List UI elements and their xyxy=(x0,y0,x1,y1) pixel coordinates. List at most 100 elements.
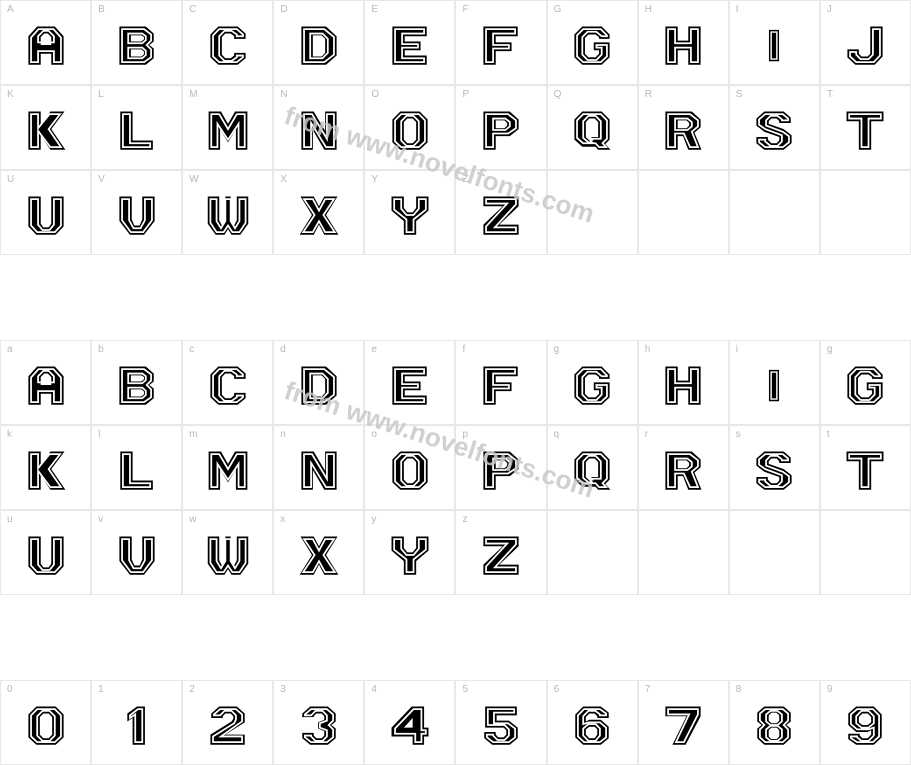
glyph-cell: u xyxy=(0,510,91,595)
glyph-m xyxy=(196,98,260,157)
glyph-cell-label: y xyxy=(371,514,376,525)
glyph-cell: N xyxy=(273,85,364,170)
glyph-cell: X xyxy=(273,170,364,255)
glyph-l xyxy=(109,438,165,497)
glyph-cell: r xyxy=(638,425,729,510)
glyph-u xyxy=(18,523,74,582)
glyph-w xyxy=(194,523,262,582)
glyph-v xyxy=(109,523,165,582)
glyph-cell: D xyxy=(273,0,364,85)
empty-cell xyxy=(729,510,820,595)
glyph-cell-label: 4 xyxy=(371,684,377,695)
glyph-cell: c xyxy=(182,340,273,425)
glyph-d xyxy=(291,13,347,72)
glyph-cell: 7 xyxy=(638,680,729,765)
glyph-h xyxy=(655,13,711,72)
glyph-cell: k xyxy=(0,425,91,510)
glyph-cell: i xyxy=(729,340,820,425)
glyph-d xyxy=(291,353,347,412)
glyph-r xyxy=(655,98,711,157)
glyph-a xyxy=(18,13,74,72)
empty-cell xyxy=(820,170,911,255)
glyph-0 xyxy=(18,693,74,752)
glyph-cell-label: u xyxy=(7,514,13,525)
spacer-row xyxy=(0,255,911,273)
glyph-cell: S xyxy=(729,85,820,170)
glyph-cell-label: 5 xyxy=(462,684,468,695)
glyph-s xyxy=(746,438,802,497)
glyph-cell: 9 xyxy=(820,680,911,765)
glyph-t xyxy=(837,98,893,157)
glyph-cell-label: X xyxy=(280,174,287,185)
glyph-cell: 3 xyxy=(273,680,364,765)
glyph-cell: Q xyxy=(547,85,638,170)
glyph-q xyxy=(564,438,620,497)
glyph-cell: Z xyxy=(455,170,546,255)
glyph-cell-label: S xyxy=(736,89,743,100)
glyph-cell-label: B xyxy=(98,4,105,15)
glyph-cell-label: x xyxy=(280,514,285,525)
glyph-cell: 8 xyxy=(729,680,820,765)
glyph-cell-label: H xyxy=(645,4,652,15)
glyph-cell-label: q xyxy=(554,429,560,440)
empty-cell xyxy=(638,170,729,255)
glyph-f xyxy=(473,353,529,412)
glyph-cell-label: g xyxy=(827,344,833,355)
glyph-cell-label: C xyxy=(189,4,196,15)
glyph-t xyxy=(837,438,893,497)
glyph-cell-label: g xyxy=(554,344,560,355)
glyph-2 xyxy=(200,693,256,752)
glyph-cell-label: o xyxy=(371,429,377,440)
glyph-cell-label: Q xyxy=(554,89,562,100)
empty-cell xyxy=(638,510,729,595)
glyph-cell: H xyxy=(638,0,729,85)
glyph-b xyxy=(109,353,165,412)
glyph-b xyxy=(109,13,165,72)
glyph-cell-label: E xyxy=(371,4,378,15)
font-charmap-grid: ABCDEFGHIJKLMNOPQRSTUVWXYZabcdefghigklmn… xyxy=(0,0,911,765)
glyph-cell-label: 2 xyxy=(189,684,195,695)
empty-cell xyxy=(820,510,911,595)
glyph-cell: T xyxy=(820,85,911,170)
glyph-g xyxy=(564,353,620,412)
glyph-cell: l xyxy=(91,425,182,510)
glyph-cell-label: 1 xyxy=(98,684,104,695)
glyph-cell: 4 xyxy=(364,680,455,765)
glyph-cell: s xyxy=(729,425,820,510)
glyph-cell: V xyxy=(91,170,182,255)
glyph-cell: 5 xyxy=(455,680,546,765)
glyph-cell-label: d xyxy=(280,344,286,355)
glyph-cell: M xyxy=(182,85,273,170)
glyph-cell-label: l xyxy=(98,429,100,440)
glyph-cell: 2 xyxy=(182,680,273,765)
glyph-g xyxy=(564,13,620,72)
glyph-cell-label: M xyxy=(189,89,197,100)
glyph-cell: K xyxy=(0,85,91,170)
glyph-i xyxy=(756,353,792,412)
glyph-cell-label: R xyxy=(645,89,652,100)
glyph-cell-label: m xyxy=(189,429,197,440)
glyph-cell: m xyxy=(182,425,273,510)
glyph-e xyxy=(382,353,438,412)
glyph-cell: O xyxy=(364,85,455,170)
glyph-cell: I xyxy=(729,0,820,85)
glyph-cell-label: k xyxy=(7,429,12,440)
glyph-cell: J xyxy=(820,0,911,85)
glyph-v xyxy=(109,183,165,242)
glyph-cell-label: U xyxy=(7,174,14,185)
glyph-cell: R xyxy=(638,85,729,170)
glyph-cell-label: w xyxy=(189,514,196,525)
glyph-y xyxy=(382,183,438,242)
glyph-cell-label: K xyxy=(7,89,14,100)
glyph-cell-label: 9 xyxy=(827,684,833,695)
glyph-cell-label: 7 xyxy=(645,684,651,695)
glyph-cell: C xyxy=(182,0,273,85)
empty-cell xyxy=(729,170,820,255)
glyph-cell: E xyxy=(364,0,455,85)
glyph-cell: B xyxy=(91,0,182,85)
glyph-cell-label: z xyxy=(462,514,467,525)
glyph-cell-label: T xyxy=(827,89,833,100)
glyph-cell-label: 8 xyxy=(736,684,742,695)
glyph-y xyxy=(382,523,438,582)
glyph-u xyxy=(18,183,74,242)
